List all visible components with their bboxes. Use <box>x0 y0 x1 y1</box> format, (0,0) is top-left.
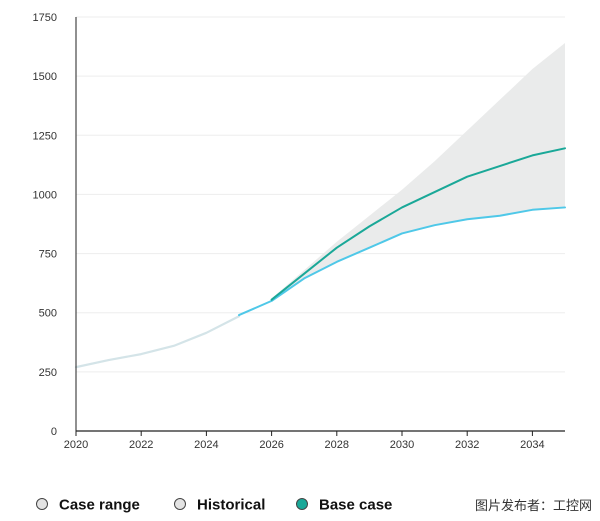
legend: Case range Historical Base case <box>36 497 392 514</box>
y-tick-label-1250: 1250 <box>33 130 57 142</box>
legend-marker-base-case <box>296 498 308 510</box>
series-line-historical <box>74 315 241 369</box>
y-tick-label-500: 500 <box>39 308 57 320</box>
case-range-area <box>271 43 565 301</box>
legend-label-historical: Historical <box>197 497 265 514</box>
tick-labels: 0 250 500 750 1000 1250 1500 1750 2020 2022 2024 20… <box>33 12 545 451</box>
y-tick-label-0: 0 <box>51 426 57 438</box>
y-tick-label-1000: 1000 <box>33 189 57 201</box>
x-tick-label-2024: 2024 <box>194 439 218 451</box>
x-tick-label-2030: 2030 <box>390 439 414 451</box>
x-tick-label-2032: 2032 <box>455 439 479 451</box>
x-tick-label-2026: 2026 <box>259 439 283 451</box>
series-lines <box>74 147 566 369</box>
gridlines <box>76 16 565 373</box>
x-tick-label-2034: 2034 <box>520 439 544 451</box>
case-range-band <box>271 43 565 301</box>
series-line-base-case <box>270 147 566 301</box>
y-tick-label-1750: 1750 <box>33 12 57 24</box>
legend-label-case-range: Case range <box>59 497 140 514</box>
y-tick-label-1500: 1500 <box>33 71 57 83</box>
legend-marker-historical <box>174 498 186 510</box>
y-tick-label-250: 250 <box>39 367 57 379</box>
legend-label-base-case: Base case <box>319 497 392 514</box>
x-tick-label-2022: 2022 <box>129 439 153 451</box>
watermark-text: 图片发布者：工控网 <box>475 498 592 514</box>
x-tick-label-2020: 2020 <box>64 439 88 451</box>
axes <box>75 17 565 436</box>
x-tick-label-2028: 2028 <box>325 439 349 451</box>
legend-marker-case-range <box>36 498 48 510</box>
y-tick-label-750: 750 <box>39 249 57 261</box>
series-line-projection-1 <box>238 206 566 317</box>
